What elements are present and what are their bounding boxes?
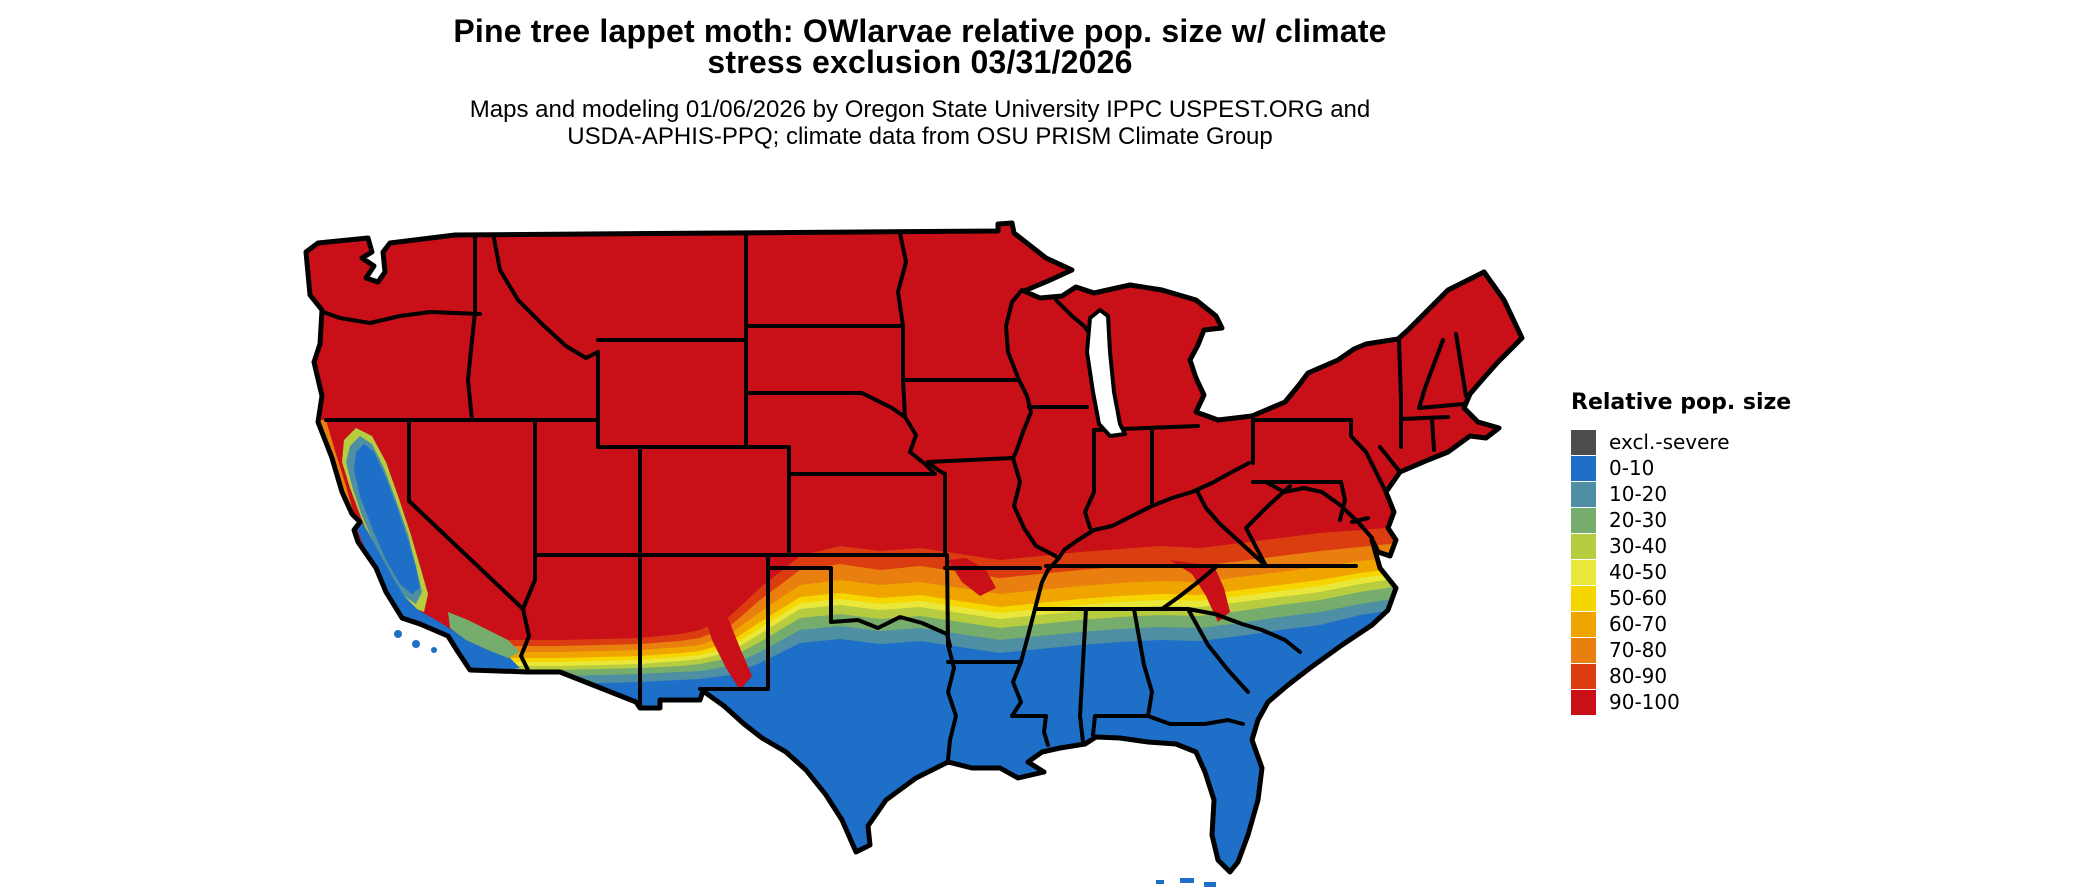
- legend-label-b90_100: 90-100: [1609, 689, 1680, 714]
- legend-swatch-excl: [1571, 429, 1596, 455]
- appalachian-red-tongue: [1170, 560, 1230, 622]
- legend-swatch-b80_90: [1571, 663, 1596, 689]
- legend-label-b30_40: 30-40: [1609, 533, 1668, 558]
- legend-label-b70_80: 70-80: [1609, 637, 1668, 662]
- legend-label-b0_10: 0-10: [1609, 455, 1655, 480]
- state-borders-east: [1027, 298, 1468, 744]
- islands: [394, 630, 1216, 887]
- legend-item-b30_40: 30-40: [1571, 533, 1791, 559]
- legend-label-b80_90: 80-90: [1609, 663, 1668, 688]
- map-title-line2: stress exclusion 03/31/2026: [707, 44, 1133, 80]
- legend-swatch-b30_40: [1571, 533, 1596, 559]
- legend-swatch-b70_80: [1571, 637, 1596, 663]
- rio-grande-red-tongue: [700, 596, 752, 690]
- legend-swatch-b90_100: [1571, 689, 1596, 715]
- map-subtitle-line1: Maps and modeling 01/06/2026 by Oregon S…: [469, 96, 1371, 123]
- legend-label-b50_60: 50-60: [1609, 585, 1668, 610]
- legend-swatch-b40_50: [1571, 559, 1596, 585]
- legend-item-b10_20: 10-20: [1571, 481, 1791, 507]
- florida-keys: [1204, 882, 1216, 887]
- legend-swatch-b60_70: [1571, 611, 1596, 637]
- legend-swatch-b0_10: [1571, 455, 1596, 481]
- legend-rows: excl.-severe 0-10 10-20 20-30 30-40 40-50 50-6…: [1571, 429, 1791, 715]
- legend-label-b40_50: 40-50: [1609, 559, 1668, 584]
- map-subtitle-line2: USDA-APHIS-PPQ; climate data from OSU PR…: [567, 123, 1273, 150]
- map-fill-layers: [306, 223, 1522, 872]
- legend-item-b80_90: 80-90: [1571, 663, 1791, 689]
- legend-swatch-b10_20: [1571, 481, 1596, 507]
- legend-swatch-b50_60: [1571, 585, 1596, 611]
- band-90-100-region: [306, 223, 1522, 872]
- map-title: Pine tree lappet moth: OWlarvae relative…: [0, 13, 1840, 80]
- legend-title: Relative pop. size: [1571, 390, 1792, 415]
- legend-item-b20_30: 20-30: [1571, 507, 1791, 533]
- legend-label-b20_30: 20-30: [1609, 507, 1668, 532]
- map-legend: Relative pop. size excl.-severe 0-10 10-20…: [1571, 390, 1791, 715]
- map-subtitle: Maps and modeling 01/06/2026 by Oregon S…: [0, 96, 1840, 150]
- state-borders-west: [310, 231, 1061, 762]
- map-header: Pine tree lappet moth: OWlarvae relative…: [0, 13, 1840, 150]
- legend-swatch-b20_30: [1571, 507, 1596, 533]
- state-borders: [310, 231, 1468, 762]
- lake-michigan: [1085, 308, 1127, 438]
- map-title-line1: Pine tree lappet moth: OWlarvae relative…: [453, 13, 1387, 49]
- us-outline: [303, 220, 1525, 875]
- legend-label-b60_70: 60-70: [1609, 611, 1668, 636]
- florida-keys: [1156, 880, 1164, 884]
- california-central-valley: [354, 444, 420, 594]
- socal-green-patch: [448, 612, 520, 658]
- channel-island: [431, 647, 437, 653]
- legend-item-b90_100: 90-100: [1571, 689, 1791, 715]
- legend-item-excl: excl.-severe: [1571, 429, 1791, 455]
- legend-item-b0_10: 0-10: [1571, 455, 1791, 481]
- california-coast-strip: [352, 516, 520, 672]
- legend-label-excl: excl.-severe: [1609, 429, 1730, 454]
- legend-item-b70_80: 70-80: [1571, 637, 1791, 663]
- legend-item-b40_50: 40-50: [1571, 559, 1791, 585]
- florida-keys: [1180, 878, 1194, 883]
- channel-island: [394, 630, 402, 638]
- legend-label-b10_20: 10-20: [1609, 481, 1668, 506]
- legend-item-b50_60: 50-60: [1571, 585, 1791, 611]
- channel-island: [412, 640, 420, 648]
- legend-item-b60_70: 60-70: [1571, 611, 1791, 637]
